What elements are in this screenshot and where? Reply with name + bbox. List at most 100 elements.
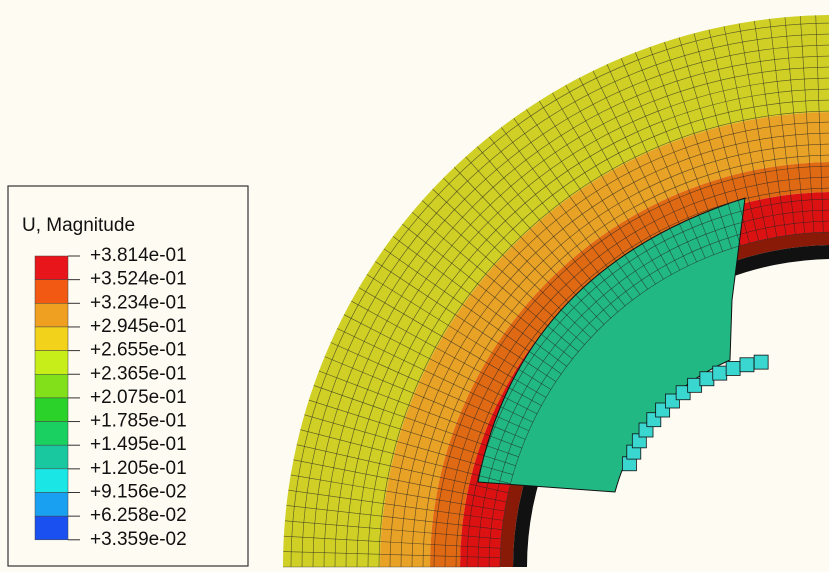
legend-label: +9.156e-02 — [90, 482, 187, 503]
mesh-line — [723, 26, 768, 239]
mesh-line — [444, 176, 829, 568]
legend-label: +3.234e-01 — [90, 292, 187, 313]
mesh-line — [664, 41, 732, 249]
mesh-line — [592, 70, 689, 267]
legend-swatch — [34, 444, 69, 470]
mesh-line — [477, 209, 829, 568]
mesh-model — [283, 15, 829, 568]
element-block — [753, 354, 769, 370]
legend-label: +2.945e-01 — [90, 316, 187, 337]
element-block — [699, 371, 715, 387]
element-block — [725, 361, 741, 376]
legend-swatch — [34, 350, 69, 375]
mesh-line — [290, 474, 505, 512]
mesh-line — [304, 414, 514, 475]
mesh-line — [620, 58, 706, 259]
mesh-line — [635, 52, 715, 255]
mesh-line — [383, 248, 562, 375]
mesh-line — [784, 17, 805, 234]
mesh-line — [389, 121, 829, 568]
mesh-line — [488, 220, 829, 568]
legend-swatch — [34, 303, 69, 328]
mesh-line — [288, 489, 504, 521]
mesh-line — [378, 110, 829, 568]
legend-title: U, Magnitude — [22, 215, 135, 236]
mesh-line — [337, 328, 534, 423]
legend-swatch — [34, 279, 69, 304]
mesh-line — [606, 64, 697, 263]
legend-label: +1.495e-01 — [90, 434, 187, 455]
mesh-line — [433, 165, 829, 568]
legend: U, Magnitude +3.814e-01 +3.524e-01+3.234e… — [7, 185, 249, 567]
mesh-line — [815, 15, 824, 233]
legend-label: +6.258e-02 — [90, 505, 187, 526]
mesh-line — [678, 37, 741, 246]
mesh-line — [443, 177, 598, 332]
mesh-line — [411, 143, 829, 568]
mesh-line — [501, 127, 633, 301]
mesh-line — [351, 300, 542, 406]
mesh-line — [499, 231, 829, 568]
mesh-line — [488, 136, 626, 307]
mesh-line — [367, 99, 829, 568]
legend-swatch — [34, 255, 69, 280]
legend-swatch — [34, 492, 69, 517]
mesh-line — [565, 85, 672, 275]
mesh-line — [290, 22, 829, 568]
mesh-line — [375, 261, 557, 382]
mesh-line — [400, 132, 829, 568]
mesh-line — [324, 356, 526, 440]
legend-label: +2.365e-01 — [90, 363, 187, 384]
mesh-line — [513, 117, 641, 295]
mesh-line — [769, 18, 796, 235]
mesh-line — [402, 223, 573, 360]
mesh-line — [754, 20, 787, 236]
legend-swatch — [34, 326, 69, 351]
element-block — [739, 357, 755, 373]
mesh-line — [465, 156, 612, 319]
element-block — [712, 365, 728, 381]
mesh-line — [330, 342, 530, 432]
mesh-line — [432, 188, 592, 338]
legend-swatch — [34, 397, 69, 422]
legend-label: +3.359e-02 — [90, 529, 187, 550]
mesh-line — [300, 429, 511, 484]
mesh-line — [334, 66, 829, 568]
mesh-line — [552, 92, 664, 280]
mesh-line — [392, 236, 567, 367]
legend-swatch — [34, 515, 69, 541]
mesh-line — [649, 46, 723, 252]
mesh-line — [366, 274, 552, 390]
element-block — [675, 385, 691, 401]
mesh-line — [422, 154, 829, 568]
mesh-line — [526, 109, 648, 290]
mesh-line — [283, 535, 501, 549]
mesh-line — [455, 187, 829, 568]
mesh-line — [708, 29, 759, 241]
mesh-line — [286, 505, 503, 530]
mesh-line — [283, 551, 501, 558]
mesh-band — [380, 112, 829, 567]
mesh-line — [284, 520, 502, 540]
mesh-line — [411, 211, 579, 352]
legend-swatch — [34, 421, 69, 446]
mesh-line — [358, 287, 547, 398]
mesh-line — [301, 33, 829, 568]
mesh-line — [343, 314, 538, 415]
legend-label: +1.785e-01 — [90, 411, 187, 432]
legend-label: +2.655e-01 — [90, 340, 187, 361]
mesh-line — [422, 200, 585, 345]
mesh-line — [293, 459, 507, 503]
mesh-line — [538, 100, 656, 285]
legend-label: +2.075e-01 — [90, 387, 187, 408]
legend-swatch — [34, 374, 69, 399]
mesh-line — [296, 444, 509, 494]
mesh-line — [454, 167, 605, 325]
mesh-line — [313, 385, 519, 458]
mesh-line — [738, 23, 778, 238]
mesh-line — [356, 88, 829, 568]
mesh-line — [578, 77, 681, 271]
legend-label: +3.524e-01 — [90, 269, 187, 290]
